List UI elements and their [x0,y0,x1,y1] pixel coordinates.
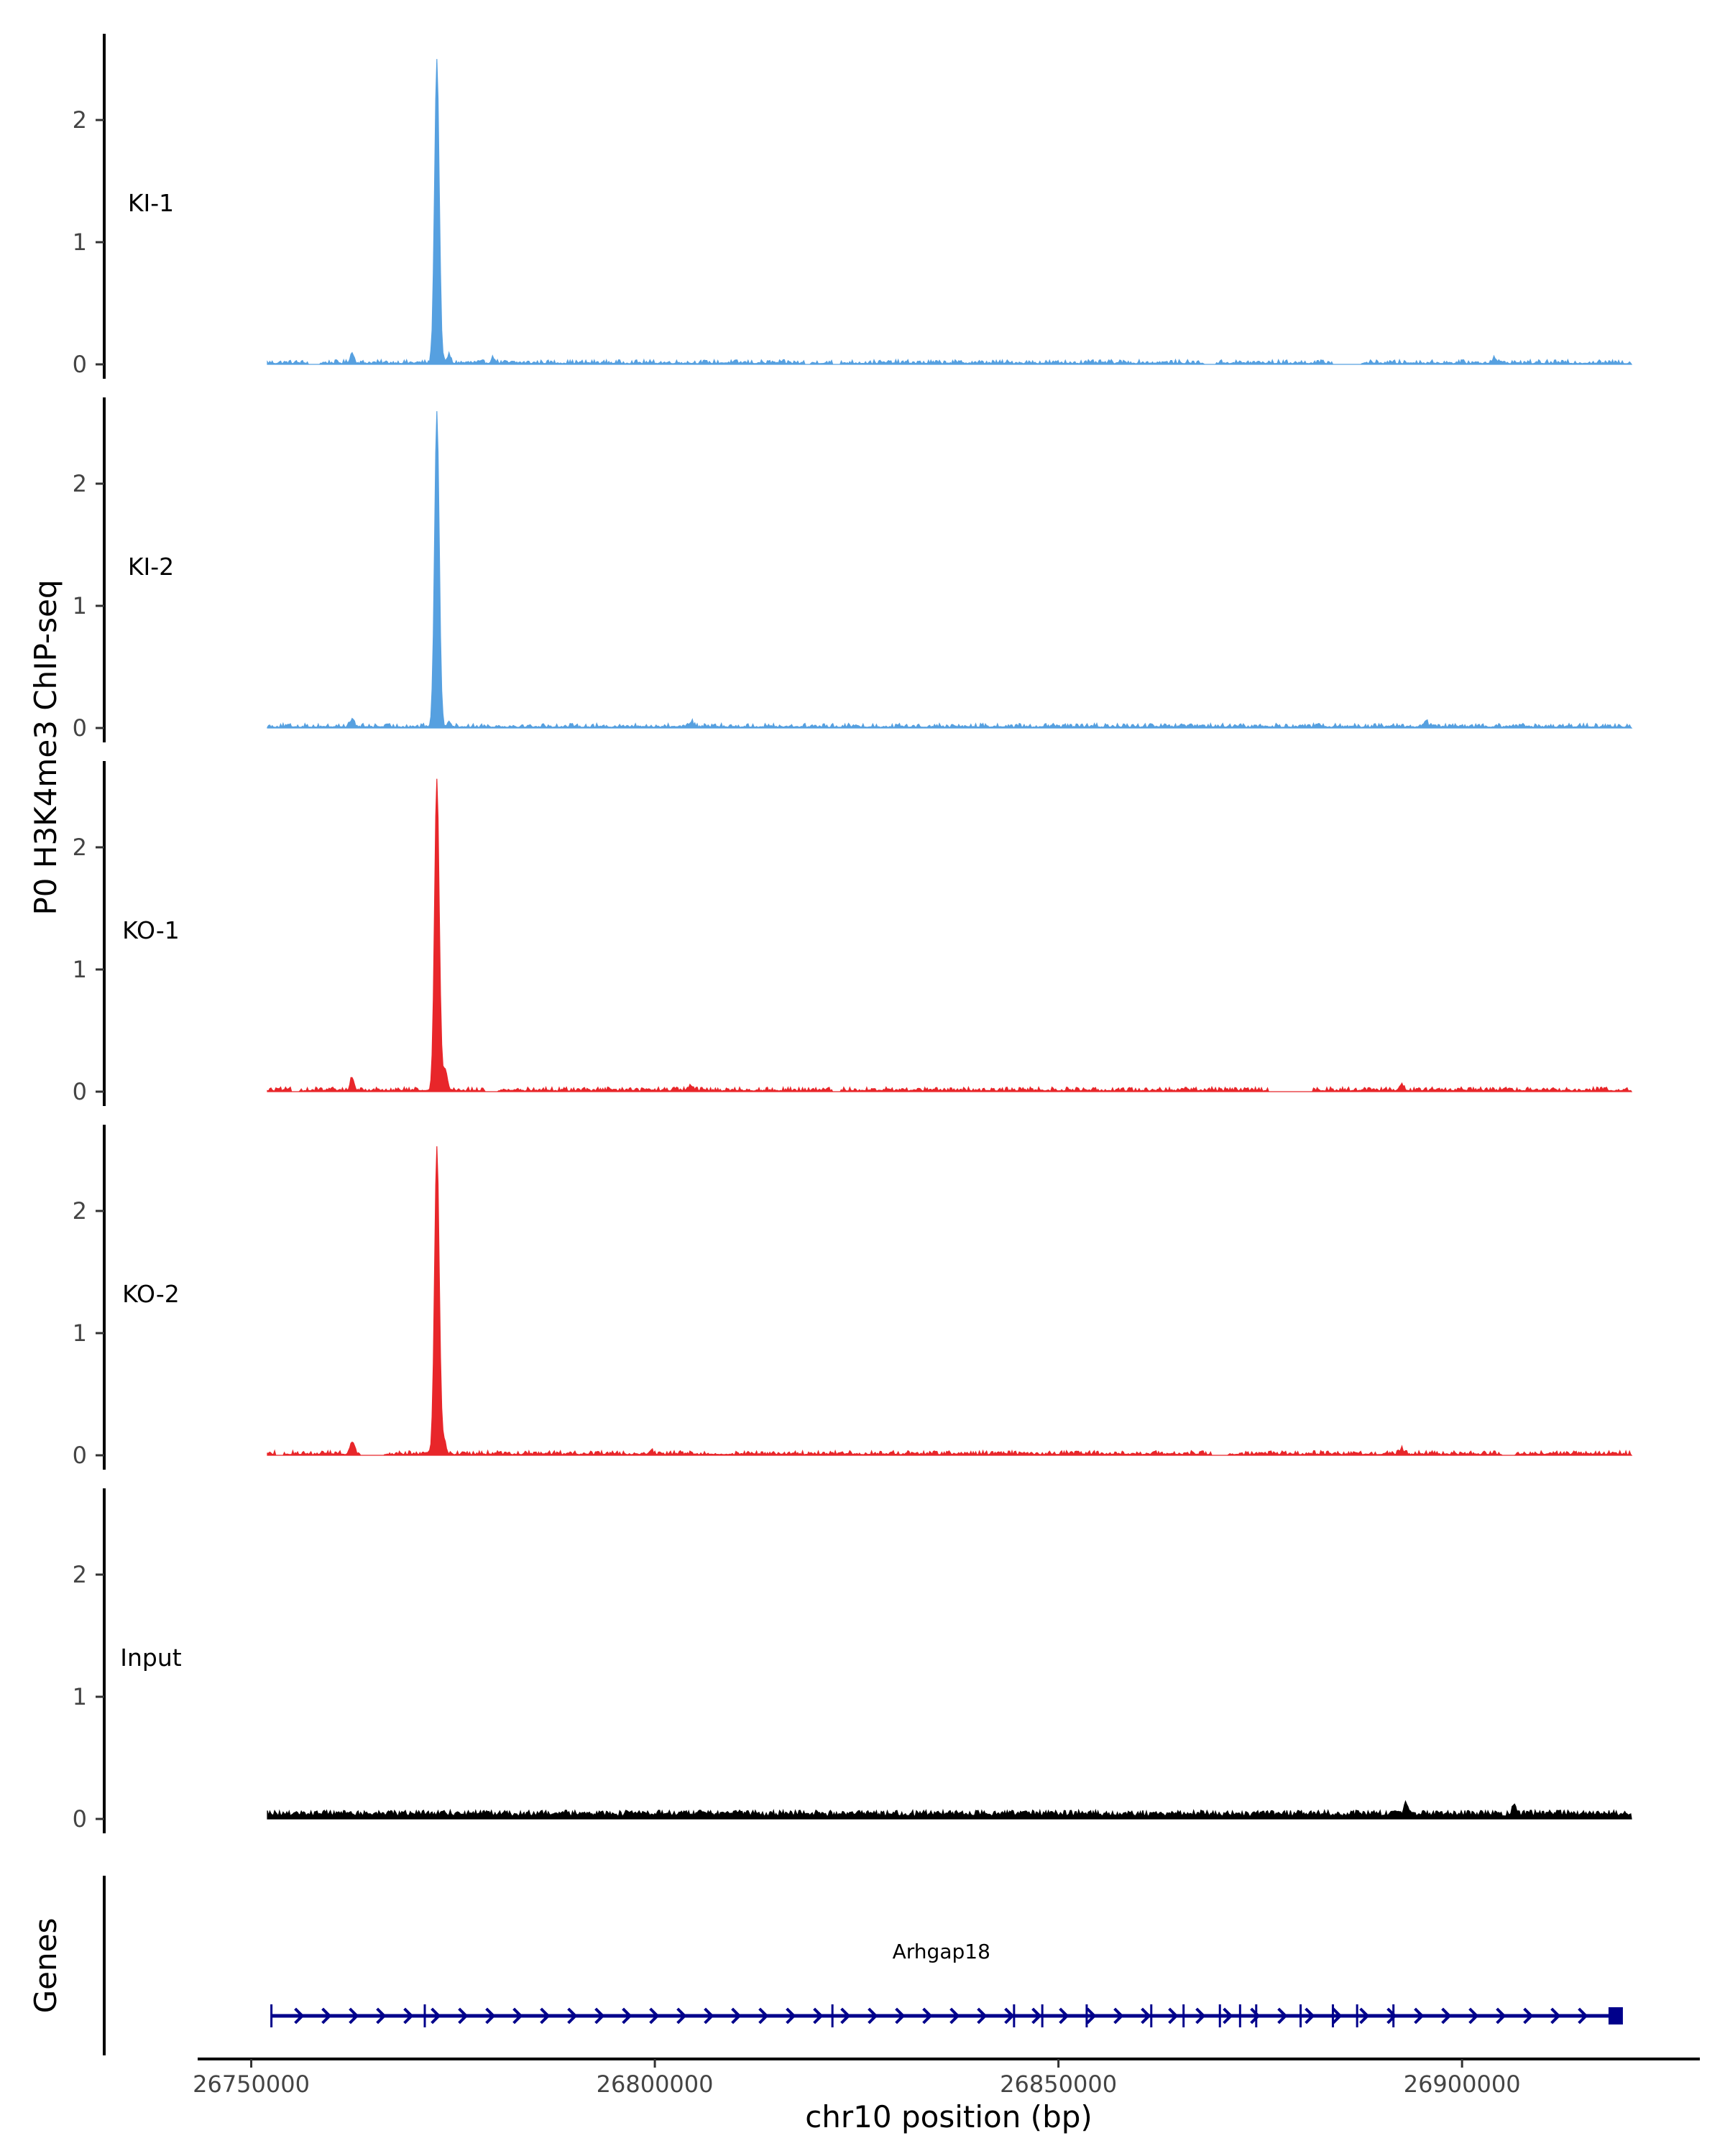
strand-arrow [1195,2007,1206,2024]
strand-arrow [1113,2007,1124,2024]
track-name-label: Input [120,1644,182,1672]
strand-arrow [349,2007,359,2024]
strand-arrow [512,2007,523,2024]
strand-arrow [622,2007,632,2024]
y-tick-label: 1 [73,229,87,256]
y-tick-label: 1 [73,956,87,983]
terminal-exon [1608,2007,1623,2024]
strand-arrow [403,2007,414,2024]
strand-arrow [431,2007,441,2024]
y-tick-label: 0 [73,714,87,742]
strand-arrow [540,2007,551,2024]
track-name-label: KI-2 [128,553,174,581]
y-axis-label: P0 H3K4me3 ChIP-seq [28,579,63,915]
strand-arrow [1305,2007,1315,2024]
y-tick-label: 2 [73,106,87,134]
y-tick-label: 2 [73,470,87,497]
genes-panel-label: Genes [28,1918,63,2014]
signal-area [267,1800,1632,1820]
track-name-label: KO-2 [122,1280,180,1308]
track-ko-2: 0 1 2 KO-2 [73,1125,1633,1470]
y-tick-label: 1 [73,592,87,619]
strand-arrow [1059,2007,1070,2024]
strand-arrow [376,2007,387,2024]
strand-arrow [1141,2007,1151,2024]
strand-arrow [922,2007,933,2024]
strand-arrow [485,2007,496,2024]
y-tick-label: 0 [73,1078,87,1105]
y-tick-label: 2 [73,834,87,861]
gene-name-label: Arhgap18 [893,1940,990,1963]
x-tick-label: 26800000 [597,2070,714,2098]
y-tick-label: 1 [73,1319,87,1347]
strand-arrow [458,2007,469,2024]
strand-arrow [594,2007,605,2024]
strand-arrow [1496,2007,1506,2024]
strand-arrow [1468,2007,1479,2024]
strand-arrow [895,2007,906,2024]
x-tick-label: 26900000 [1404,2070,1521,2098]
strand-arrow [977,2007,988,2024]
strand-arrow [1578,2007,1588,2024]
y-tick-label: 2 [73,1561,87,1588]
x-axis: 26750000 26800000 26850000 26900000 [193,2058,1700,2098]
x-axis-label: chr10 position (bp) [805,2099,1092,2134]
signal-area [267,778,1633,1092]
strand-arrow [1386,2007,1397,2024]
gene-track-panel: Genes Arhgap18 [28,1876,1623,2055]
strand-arrow [1250,2007,1261,2024]
y-tick-label: 1 [73,1683,87,1710]
strand-arrow [1086,2007,1097,2024]
y-tick-label: 0 [73,1442,87,1469]
track-ki-1: 0 1 2 KI-1 [73,34,1633,379]
strand-arrow [758,2007,769,2024]
strand-arrow [868,2007,878,2024]
strand-arrow [1550,2007,1561,2024]
strand-arrow [1168,2007,1179,2024]
signal-area [267,1146,1633,1456]
strand-arrow [1441,2007,1452,2024]
strand-arrow [731,2007,742,2024]
y-tick-label: 0 [73,351,87,378]
strand-arrow [1277,2007,1288,2024]
track-ki-2: 0 1 2 KI-2 [73,397,1633,742]
signal-tracks: 0 1 2 KI-1 0 1 2 KI-2 0 1 2 KO-1 0 1 2 KO-2 0 1 2 Input [73,34,1633,1833]
strand-arrow [1359,2007,1370,2024]
track-name-label: KO-1 [122,916,180,944]
y-tick-label: 0 [73,1805,87,1833]
strand-arrow [649,2007,660,2024]
strand-arrow [567,2007,578,2024]
strand-arrow [676,2007,687,2024]
strand-arrow [321,2007,332,2024]
strand-arrow [1223,2007,1233,2024]
strand-arrow [840,2007,851,2024]
strand-arrow [294,2007,305,2024]
strand-arrow [1414,2007,1425,2024]
strand-arrow [1523,2007,1534,2024]
track-input: 0 1 2 Input [73,1488,1632,1833]
strand-arrow [949,2007,960,2024]
track-name-label: KI-1 [128,189,174,217]
signal-area [267,411,1633,729]
x-tick-label: 26750000 [193,2070,310,2098]
y-tick-label: 2 [73,1197,87,1225]
strand-arrow [1031,2007,1042,2024]
strand-arrow [1004,2007,1015,2024]
track-ko-1: 0 1 2 KO-1 [73,761,1633,1106]
x-tick-label: 26850000 [1000,2070,1117,2098]
strand-arrow [1332,2007,1343,2024]
signal-area [267,59,1633,365]
strand-arrow [813,2007,824,2024]
strand-arrow [704,2007,714,2024]
strand-arrow [786,2007,796,2024]
